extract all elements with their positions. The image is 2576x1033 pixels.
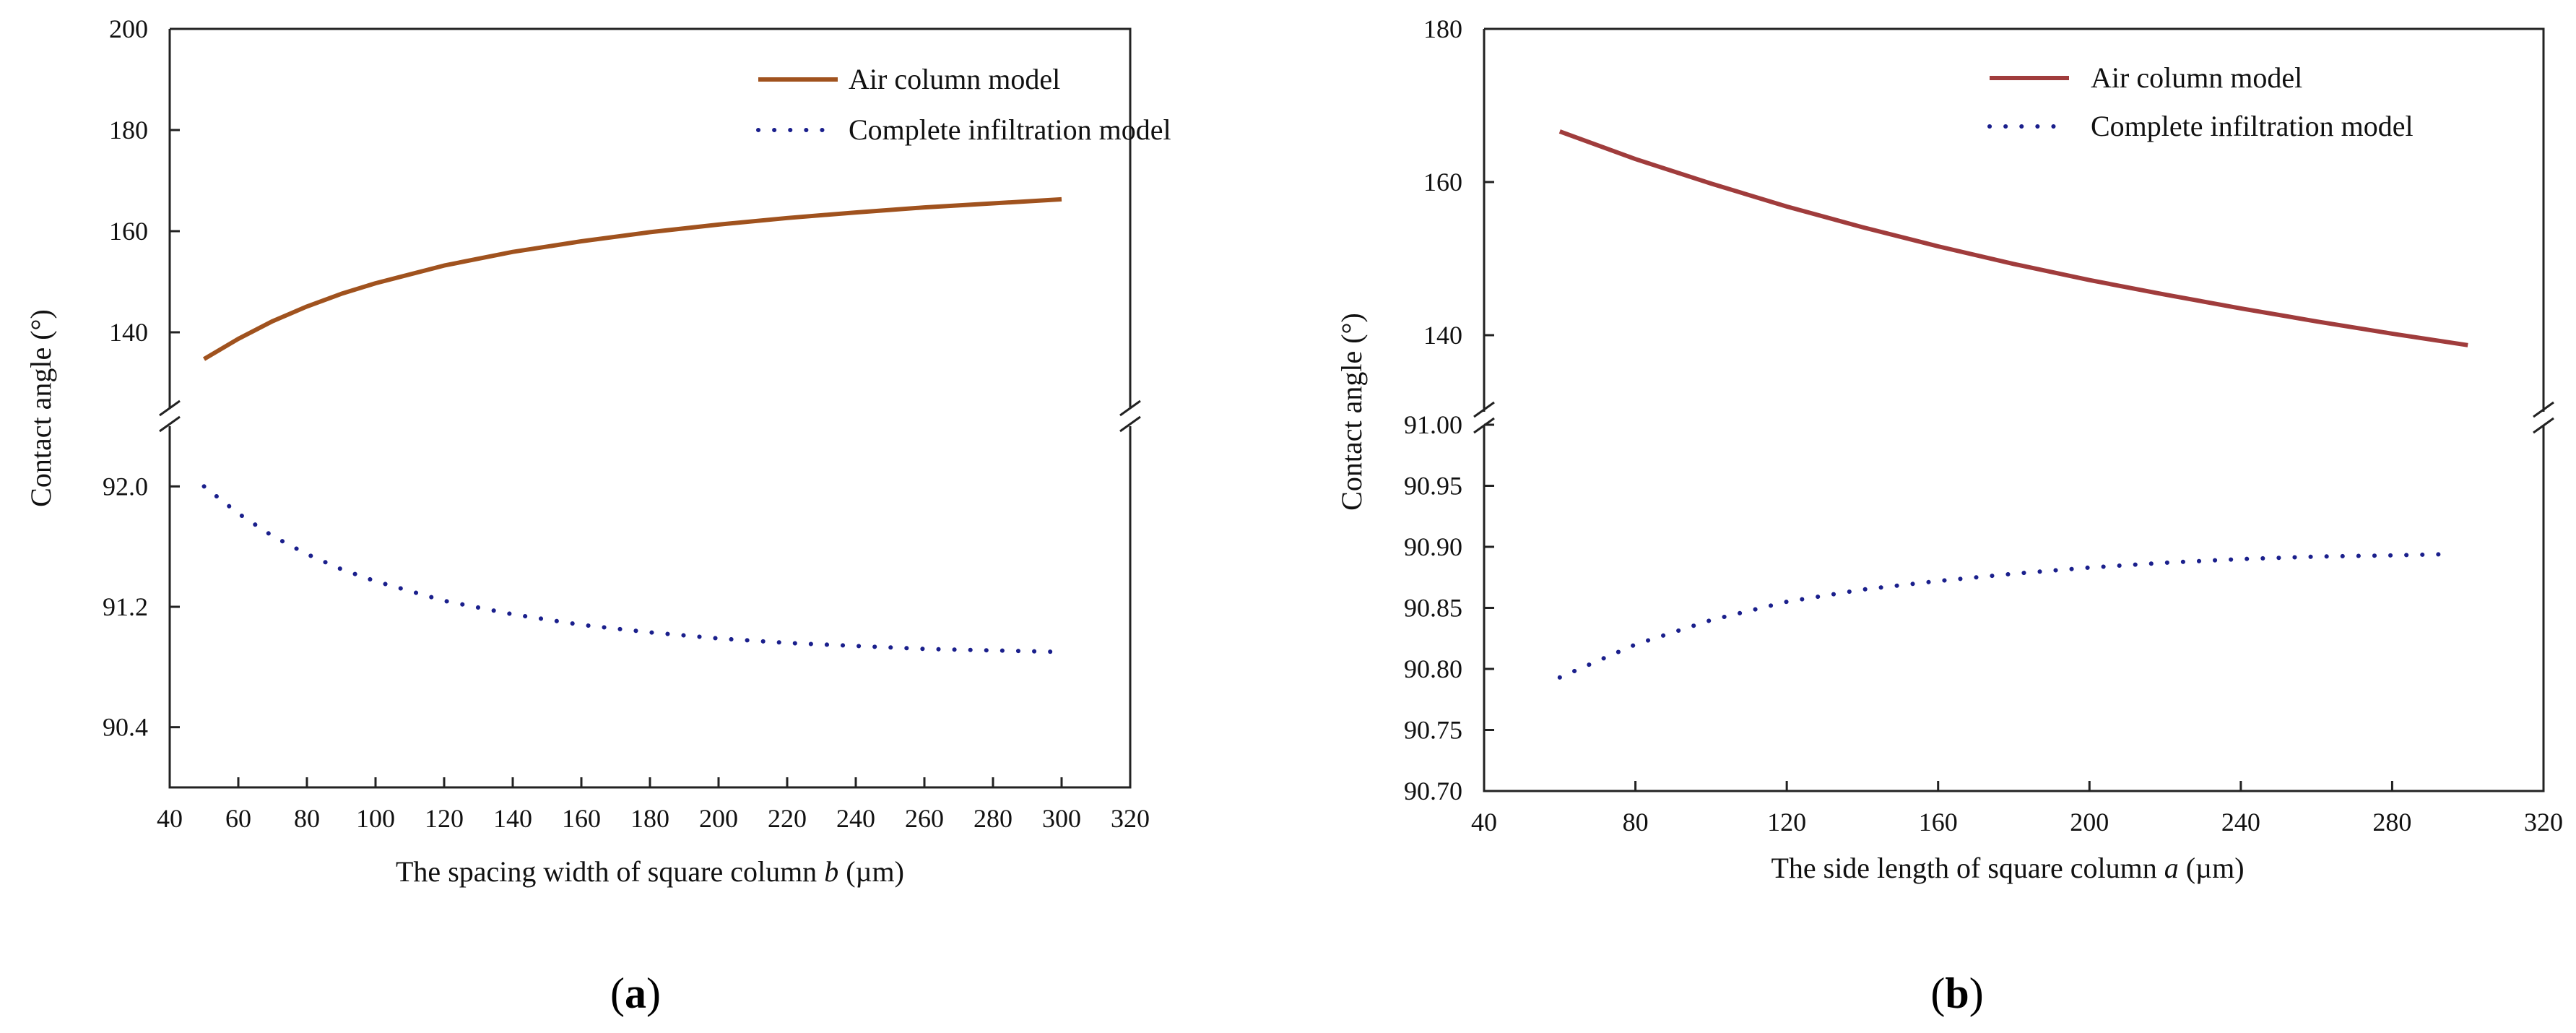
axis-break-mark [2533, 401, 2554, 418]
axis-break-mark [2533, 417, 2554, 434]
legend-label: Complete infiltration model [849, 113, 1171, 146]
x-tick-label: 180 [630, 804, 669, 833]
x-tick-label: 300 [1042, 804, 1081, 833]
x-tick-label: 220 [768, 804, 807, 833]
legend-label: Air column model [849, 63, 1060, 95]
x-tick-label: 200 [2070, 808, 2109, 837]
axis-break-a [159, 399, 1141, 433]
panel-label-a: (a) [610, 969, 661, 1017]
y-tick-label: 90.85 [1404, 594, 1462, 623]
x-tick-label: 160 [562, 804, 601, 833]
x-tick-label: 260 [905, 804, 944, 833]
y-tick-label: 140 [109, 318, 148, 347]
x-ticks-b: 40 80 120 160 200 240 280 320 [1471, 781, 2563, 837]
y-axis-title-a: Contact angle (°) [25, 309, 57, 507]
x-ticks-a: 40 60 80 100 120 140 160 180 200 220 240 260 280 300 3… [157, 777, 1150, 833]
x-tick-label: 140 [493, 804, 532, 833]
x-tick-label: 120 [425, 804, 464, 833]
legend-a: Air column model Complete infiltration mo… [756, 63, 1171, 146]
x-tick-label: 200 [699, 804, 738, 833]
y-tick-label: 180 [109, 116, 148, 144]
series-line-complete-infiltration [201, 484, 1064, 654]
x-tick-label: 80 [1623, 808, 1649, 837]
y-tick-label: 90.80 [1404, 654, 1462, 683]
x-tick-label: 60 [225, 804, 251, 833]
y-ticks-b: 140 160 180 90.70 90.75 90.80 90.85 90.90 90.95 9… [1404, 14, 1494, 805]
chart-panel-a: 40 60 80 100 120 140 160 180 200 220 240 260 280 300 3… [25, 14, 1171, 1017]
y-tick-label: 91.00 [1404, 410, 1462, 439]
x-tick-label: 320 [1111, 804, 1150, 833]
x-tick-label: 320 [2524, 808, 2563, 837]
x-tick-label: 120 [1767, 808, 1806, 837]
axis-break-mark [1119, 415, 1141, 433]
x-tick-label: 280 [2372, 808, 2411, 837]
axis-break-mark [159, 415, 181, 433]
series-line-air-column [202, 196, 1062, 361]
x-axis-title-a: The spacing width of square column b (µm… [396, 855, 904, 888]
series-line-complete-infiltration [1557, 552, 2451, 680]
axis-break-mark [1119, 399, 1141, 417]
y-tick-label: 180 [1423, 14, 1462, 43]
y-tick-label: 92.0 [103, 472, 148, 501]
y-ticks-a: 140 160 180 200 90.4 91.2 92.0 [103, 14, 180, 742]
legend-b: Air column model Complete infiltration mo… [1987, 61, 2414, 142]
y-tick-label: 200 [109, 14, 148, 43]
y-tick-label: 90.75 [1404, 716, 1462, 745]
x-tick-label: 160 [1919, 808, 1958, 837]
y-tick-label: 90.90 [1404, 532, 1462, 561]
x-tick-label: 240 [2221, 808, 2260, 837]
x-axis-title-b: The side length of square column a (µm) [1771, 852, 2244, 884]
x-tick-label: 100 [356, 804, 395, 833]
x-tick-label: 240 [836, 804, 875, 833]
y-tick-label: 90.95 [1404, 472, 1462, 501]
y-tick-label: 140 [1423, 321, 1462, 350]
y-tick-label: 91.2 [103, 592, 148, 621]
x-tick-label: 40 [1471, 808, 1497, 837]
y-tick-label: 160 [1423, 168, 1462, 196]
y-axis-title-b: Contact angle (°) [1335, 313, 1368, 511]
x-tick-label: 280 [973, 804, 1012, 833]
panel-label-b: (b) [1930, 969, 1983, 1017]
y-tick-label: 160 [109, 217, 148, 246]
y-tick-label: 90.70 [1404, 777, 1462, 805]
x-tick-label: 80 [294, 804, 320, 833]
axis-break-b [1473, 401, 2554, 434]
plot-frame-b [1483, 27, 2545, 792]
series-group-a [201, 196, 1064, 654]
x-tick-label: 40 [157, 804, 183, 833]
chart-panel-b: 40 80 120 160 200 240 280 320 140 160 180 90.70 90.… [1335, 14, 2563, 1017]
legend-label: Air column model [2091, 61, 2302, 94]
series-group-b [1557, 129, 2468, 680]
y-tick-label: 90.4 [103, 713, 148, 742]
series-line-air-column [1558, 129, 2468, 347]
legend-label: Complete infiltration model [2091, 110, 2414, 142]
axis-break-mark [159, 399, 181, 417]
axis-break-mark [1473, 401, 1495, 418]
